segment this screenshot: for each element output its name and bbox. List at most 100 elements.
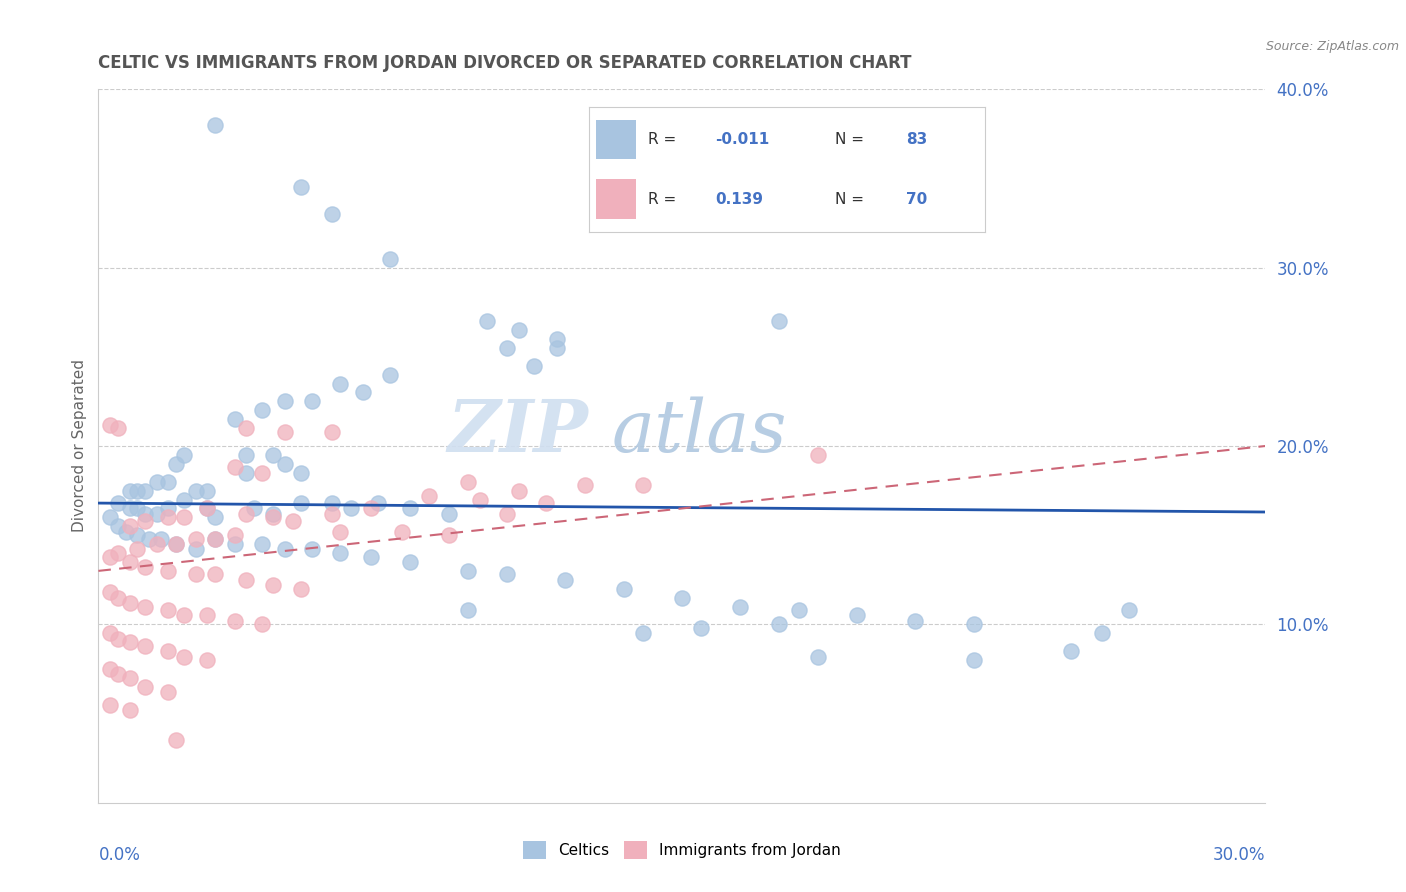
- Point: [134, 680, 156, 694]
- Point: [127, 501, 149, 516]
- Point: [671, 591, 693, 605]
- Point: [165, 733, 187, 747]
- Point: [321, 496, 343, 510]
- Point: [107, 519, 129, 533]
- Point: [340, 501, 363, 516]
- Point: [243, 501, 266, 516]
- Point: [321, 425, 343, 439]
- Point: [321, 507, 343, 521]
- Point: [98, 698, 121, 712]
- Point: [418, 489, 440, 503]
- Point: [134, 514, 156, 528]
- Point: [321, 207, 343, 221]
- Text: Source: ZipAtlas.com: Source: ZipAtlas.com: [1265, 40, 1399, 54]
- Point: [250, 617, 273, 632]
- Point: [157, 510, 180, 524]
- Point: [165, 457, 187, 471]
- Point: [224, 614, 246, 628]
- Point: [149, 532, 172, 546]
- Point: [134, 483, 156, 498]
- Point: [195, 608, 218, 623]
- Point: [290, 496, 312, 510]
- Point: [98, 626, 121, 640]
- Point: [146, 537, 169, 551]
- Point: [184, 483, 207, 498]
- Point: [250, 537, 273, 551]
- Point: [127, 542, 149, 557]
- Point: [250, 466, 273, 480]
- Point: [768, 617, 790, 632]
- Point: [224, 460, 246, 475]
- Point: [496, 567, 519, 582]
- Point: [165, 537, 187, 551]
- Point: [523, 359, 546, 373]
- Point: [631, 478, 654, 492]
- Point: [165, 537, 187, 551]
- Point: [118, 703, 141, 717]
- Point: [360, 501, 382, 516]
- Point: [262, 510, 284, 524]
- Point: [768, 314, 790, 328]
- Point: [173, 448, 195, 462]
- Point: [134, 507, 156, 521]
- Point: [274, 457, 297, 471]
- Point: [496, 341, 519, 355]
- Point: [235, 448, 257, 462]
- Point: [301, 394, 323, 409]
- Point: [127, 483, 149, 498]
- Point: [352, 385, 374, 400]
- Point: [787, 603, 810, 617]
- Point: [173, 608, 195, 623]
- Point: [554, 573, 576, 587]
- Point: [118, 596, 141, 610]
- Point: [457, 475, 479, 489]
- Point: [468, 492, 491, 507]
- Point: [262, 507, 284, 521]
- Point: [235, 507, 257, 521]
- Point: [274, 425, 297, 439]
- Point: [195, 483, 218, 498]
- Point: [329, 376, 352, 391]
- Point: [391, 524, 413, 539]
- Text: ZIP: ZIP: [447, 396, 589, 467]
- Point: [274, 542, 297, 557]
- Point: [173, 510, 195, 524]
- Point: [118, 635, 141, 649]
- Point: [107, 496, 129, 510]
- Point: [262, 578, 284, 592]
- Point: [146, 507, 169, 521]
- Point: [98, 549, 121, 564]
- Point: [107, 667, 129, 681]
- Point: [508, 323, 530, 337]
- Point: [157, 564, 180, 578]
- Point: [360, 549, 382, 564]
- Point: [138, 532, 160, 546]
- Point: [329, 546, 352, 560]
- Point: [367, 496, 389, 510]
- Point: [98, 585, 121, 599]
- Point: [157, 603, 180, 617]
- Point: [184, 567, 207, 582]
- Point: [301, 542, 323, 557]
- Point: [546, 341, 568, 355]
- Point: [380, 368, 402, 382]
- Point: [235, 573, 257, 587]
- Point: [262, 448, 284, 462]
- Point: [290, 466, 312, 480]
- Point: [146, 475, 169, 489]
- Point: [437, 507, 460, 521]
- Point: [107, 546, 129, 560]
- Text: atlas: atlas: [612, 396, 787, 467]
- Point: [118, 501, 141, 516]
- Point: [329, 524, 352, 539]
- Point: [98, 510, 121, 524]
- Point: [157, 475, 180, 489]
- Point: [574, 478, 596, 492]
- Text: CELTIC VS IMMIGRANTS FROM JORDAN DIVORCED OR SEPARATED CORRELATION CHART: CELTIC VS IMMIGRANTS FROM JORDAN DIVORCE…: [98, 54, 912, 72]
- Point: [290, 180, 312, 194]
- Point: [730, 599, 752, 614]
- Point: [457, 603, 479, 617]
- Point: [274, 394, 297, 409]
- Point: [195, 501, 218, 516]
- Point: [224, 528, 246, 542]
